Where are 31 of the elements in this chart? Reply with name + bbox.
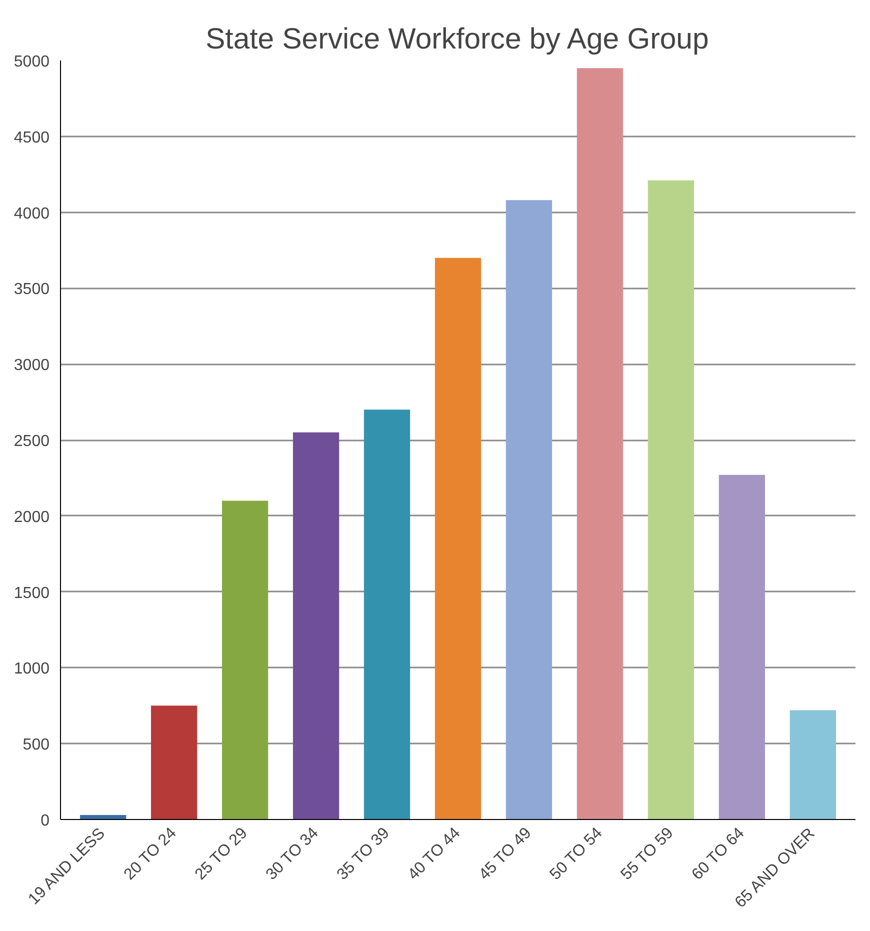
y-tick-label: 2500 [14, 433, 50, 450]
y-tick-label: 1500 [14, 584, 50, 602]
y-tick-label: 1000 [14, 660, 50, 678]
bar [790, 710, 836, 820]
x-tick-label: 60 TO 64 [688, 824, 748, 884]
y-tick-label: 500 [22, 736, 50, 754]
x-tick-label: 50 TO 54 [546, 824, 606, 884]
bar [576, 68, 624, 820]
x-tick-label: 30 TO 34 [263, 824, 322, 884]
bar [506, 200, 552, 820]
bar [718, 474, 765, 820]
x-tick-label: 20 TO 24 [121, 824, 180, 884]
y-tick-label: 0 [40, 812, 50, 830]
x-tick-label: 35 TO 39 [334, 824, 393, 884]
x-tick-label: 40 TO 44 [405, 824, 464, 884]
x-tick-label: 55 TO 59 [618, 824, 677, 884]
chart-title: State Service Workforce by Age Group [206, 22, 709, 56]
y-tick-label: 4000 [14, 205, 50, 222]
bar [151, 706, 198, 820]
bar [434, 258, 482, 820]
bar [222, 500, 268, 820]
x-tick-label: 45 TO 49 [476, 824, 535, 884]
y-tick-label: 5000 [14, 54, 50, 70]
bar [364, 410, 410, 820]
bar [292, 432, 340, 820]
bar [648, 180, 694, 820]
y-tick-label: 4500 [14, 129, 50, 146]
y-tick-label: 3000 [14, 357, 50, 374]
x-tick-label: 25 TO 29 [192, 824, 251, 884]
y-tick-label: 2000 [14, 508, 50, 526]
y-tick-label: 3500 [14, 281, 50, 298]
